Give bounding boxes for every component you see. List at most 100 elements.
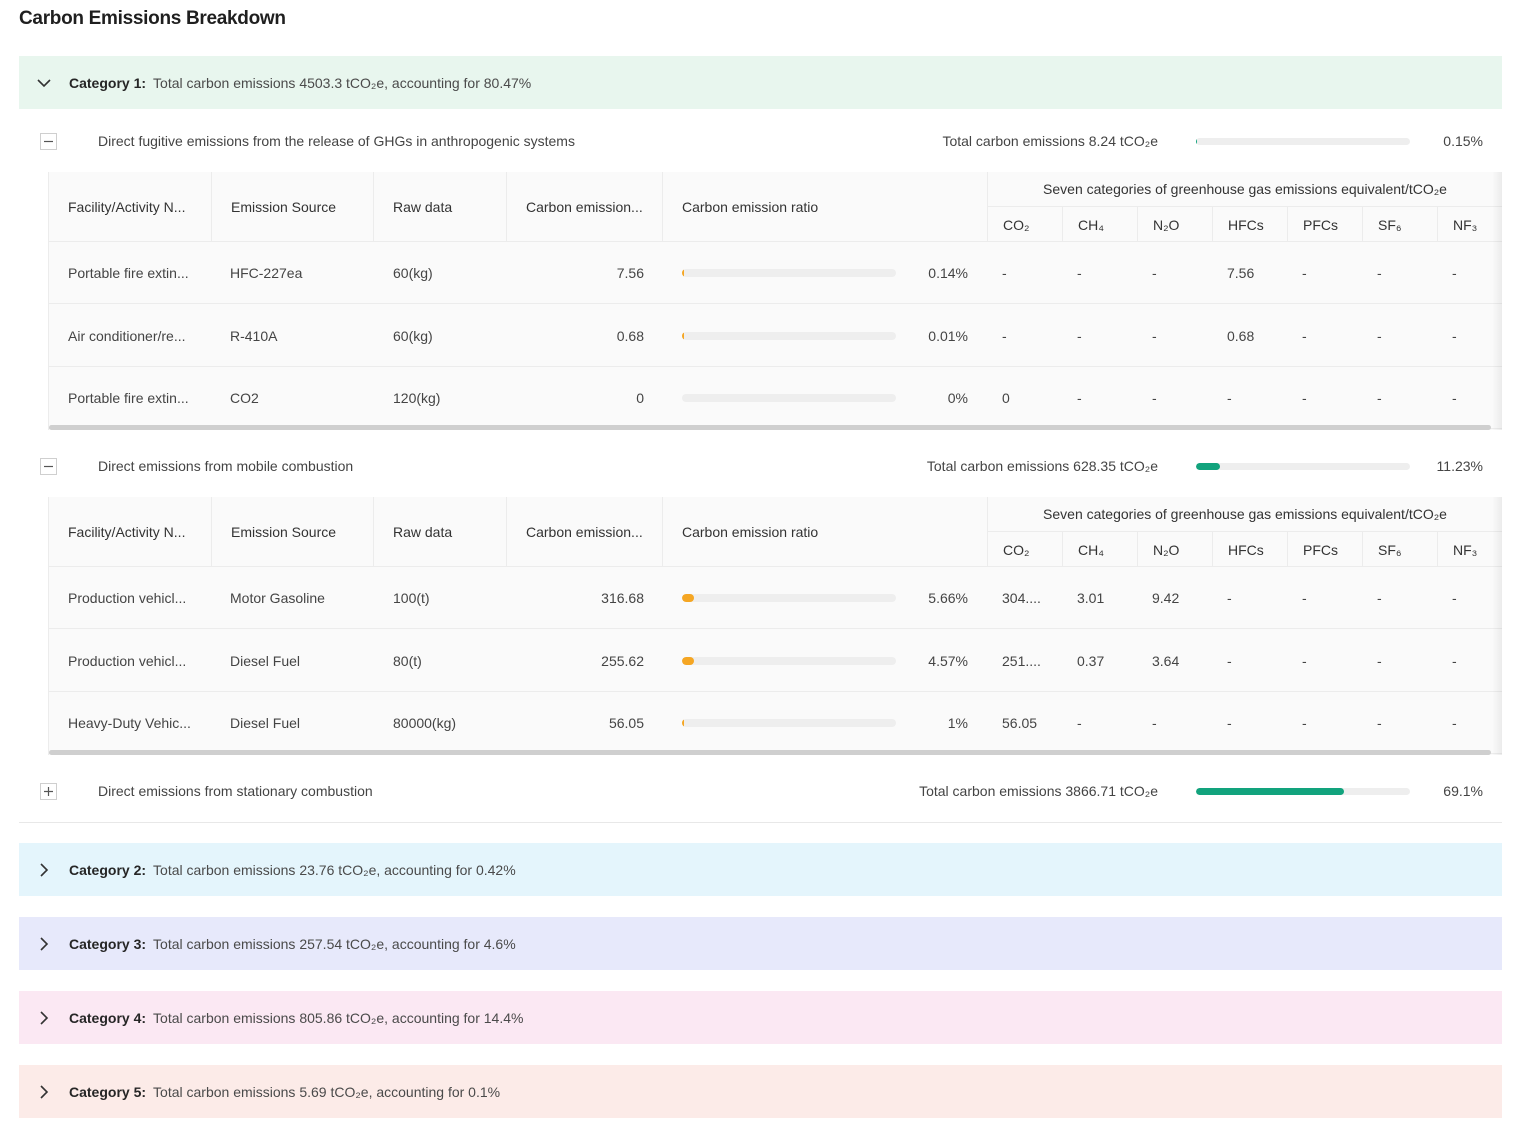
category-4-name: Category 4: <box>69 1009 147 1026</box>
cell-ghg: - <box>1227 390 1232 406</box>
cell-ghg: - <box>1377 590 1382 606</box>
table-row: Production vehicl... Motor Gasoline 100(t)… <box>49 567 1502 629</box>
column-header-ghg[interactable]: N₂O <box>1138 532 1213 567</box>
chevron-right-icon <box>19 862 69 877</box>
horizontal-scrollbar[interactable] <box>49 750 1491 755</box>
cell-facility: Portable fire extin... <box>68 390 189 406</box>
cell-ghg: 7.56 <box>1227 265 1255 281</box>
table-row: Production vehicl... Diesel Fuel 80(t) 255.… <box>49 630 1502 692</box>
cell-ghg: - <box>1452 590 1457 606</box>
cell-raw: 80000(kg) <box>393 715 457 731</box>
cell-ratio-percent: 0% <box>947 390 968 406</box>
cell-facility: Heavy-Duty Vehic... <box>68 715 191 731</box>
cell-ratio-percent: 1% <box>947 715 968 731</box>
cell-ghg: - <box>1302 715 1307 731</box>
category-2-summary: Total carbon emissions 23.76 tCO₂e, acco… <box>153 861 516 878</box>
column-header-ghg[interactable]: PFCs <box>1288 532 1363 567</box>
column-header-ghg[interactable]: CO₂ <box>988 207 1063 242</box>
cell-source: Diesel Fuel <box>230 652 301 669</box>
column-header-ghg[interactable]: SF₆ <box>1363 532 1438 567</box>
category-1-header[interactable]: Category 1: Total carbon emissions 4503.… <box>19 56 1502 109</box>
cell-ghg: - <box>1377 390 1382 406</box>
table-header: Facility/Activity N... Emission Source Raw… <box>49 497 1502 567</box>
cell-ghg: - <box>1452 390 1457 406</box>
column-header-ghg[interactable]: NF₃ <box>1438 207 1502 242</box>
cell-emission: 316.68 <box>601 590 644 606</box>
column-header-ghg[interactable]: CO₂ <box>988 532 1063 567</box>
horizontal-scrollbar[interactable] <box>49 425 1491 430</box>
cell-facility: Air conditioner/re... <box>68 327 186 344</box>
cell-ghg: - <box>1302 390 1307 406</box>
collapse-minus-icon[interactable] <box>40 132 57 150</box>
cell-ghg: 0.68 <box>1227 327 1255 344</box>
cell-ghg: - <box>1077 327 1082 344</box>
cell-ratio-percent: 0.01% <box>928 327 968 344</box>
column-header-ghg[interactable]: PFCs <box>1288 207 1363 242</box>
cell-source: Diesel Fuel <box>230 715 301 731</box>
table-row: Portable fire extin... CO2 120(kg) 0 0% 0 - - - -… <box>49 367 1502 429</box>
column-header-ghg[interactable]: SF₆ <box>1363 207 1438 242</box>
category-4-header[interactable]: Category 4: Total carbon emissions 805.8… <box>19 991 1502 1044</box>
column-header-ratio[interactable]: Carbon emission ratio <box>663 497 988 567</box>
chevron-down-icon <box>19 76 69 90</box>
collapse-minus-icon[interactable] <box>40 457 57 475</box>
column-header-ratio[interactable]: Carbon emission ratio <box>663 172 988 242</box>
cell-ghg: 304.... <box>1002 590 1041 606</box>
cell-facility: Production vehicl... <box>68 590 187 606</box>
cell-raw: 60(kg) <box>393 327 433 344</box>
chevron-right-icon <box>19 1010 69 1025</box>
column-header-source[interactable]: Emission Source <box>212 172 374 242</box>
cell-raw: 80(t) <box>393 652 422 669</box>
cell-ratio-percent: 5.66% <box>928 590 968 606</box>
column-header-ghg[interactable]: N₂O <box>1138 207 1213 242</box>
category-3-header[interactable]: Category 3: Total carbon emissions 257.5… <box>19 917 1502 970</box>
cell-ghg: 3.64 <box>1152 652 1180 669</box>
category-2-header[interactable]: Category 2: Total carbon emissions 23.76… <box>19 843 1502 896</box>
cell-ghg: - <box>1302 265 1307 281</box>
column-header-facility[interactable]: Facility/Activity N... <box>49 172 212 242</box>
cell-ghg: - <box>1077 390 1082 406</box>
category-1-name: Category 1: <box>69 74 147 91</box>
expand-plus-icon[interactable] <box>40 782 57 800</box>
cell-emission: 0 <box>636 390 644 406</box>
column-header-ghg[interactable]: CH₄ <box>1063 532 1138 567</box>
column-header-facility[interactable]: Facility/Activity N... <box>49 497 212 567</box>
cell-ghg: - <box>1377 652 1382 669</box>
subcategory-progress-bar <box>1196 462 1410 470</box>
cell-ghg: 0 <box>1002 390 1010 406</box>
subcategory-percent: 0.15% <box>1443 133 1483 149</box>
category-3-name: Category 3: <box>69 935 147 952</box>
cell-source: CO2 <box>230 390 259 406</box>
table-header: Facility/Activity N... Emission Source Raw… <box>49 172 1502 242</box>
fugitive-emissions-table: Facility/Activity N... Emission Source Raw… <box>49 172 1502 430</box>
column-header-ghg[interactable]: HFCs <box>1213 207 1288 242</box>
column-header-ghg[interactable]: CH₄ <box>1063 207 1138 242</box>
column-header-emission[interactable]: Carbon emission... <box>507 172 663 242</box>
category-1-summary: Total carbon emissions 4503.3 tCO₂e, acc… <box>153 74 532 91</box>
column-header-raw[interactable]: Raw data <box>374 497 507 567</box>
column-header-ghg[interactable]: HFCs <box>1213 532 1288 567</box>
cell-ghg: - <box>1002 265 1007 281</box>
chevron-right-icon <box>19 936 69 951</box>
column-header-emission[interactable]: Carbon emission... <box>507 497 663 567</box>
cell-emission: 255.62 <box>601 652 644 669</box>
cell-facility: Production vehicl... <box>68 652 187 669</box>
cell-emission: 7.56 <box>616 265 644 281</box>
category-4-summary: Total carbon emissions 805.86 tCO₂e, acc… <box>153 1009 524 1026</box>
column-group-ghg: Seven categories of greenhouse gas emiss… <box>988 172 1502 207</box>
cell-ghg: - <box>1152 327 1157 344</box>
column-header-ghg[interactable]: NF₃ <box>1438 532 1502 567</box>
cell-ghg: 56.05 <box>1002 715 1038 731</box>
subcategory-percent: 11.23% <box>1436 458 1483 474</box>
cell-ghg: - <box>1302 652 1307 669</box>
chevron-right-icon <box>19 1084 69 1099</box>
column-header-raw[interactable]: Raw data <box>374 172 507 242</box>
subcategory-stationary-row: Direct emissions from stationary combust… <box>19 760 1502 822</box>
subcategory-total: Total carbon emissions 628.35 tCO₂e <box>926 458 1158 474</box>
cell-ghg: - <box>1452 715 1457 731</box>
subcategory-label: Direct emissions from stationary combust… <box>98 783 373 799</box>
ratio-progress-bar <box>682 394 896 402</box>
subcategory-label: Direct emissions from mobile combustion <box>98 458 354 474</box>
column-header-source[interactable]: Emission Source <box>212 497 374 567</box>
category-5-header[interactable]: Category 5: Total carbon emissions 5.69 … <box>19 1065 1502 1118</box>
